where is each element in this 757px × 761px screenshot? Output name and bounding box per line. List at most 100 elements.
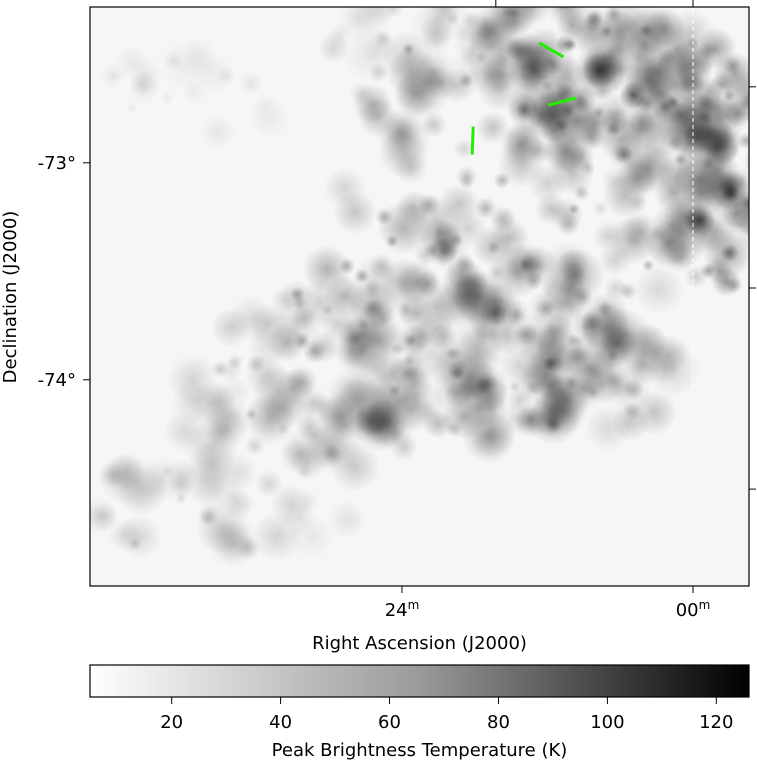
dec-tick-label: -73° — [38, 153, 76, 174]
emission-blob — [323, 167, 366, 210]
emission-blob — [550, 283, 588, 321]
emission-blob — [750, 156, 757, 192]
emission-blob — [97, 453, 148, 504]
emission-blob — [158, 37, 214, 93]
emission-blob — [368, 253, 395, 280]
emission-blob — [216, 66, 236, 85]
colorbar-tick-label: 20 — [160, 712, 183, 733]
emission-blob — [98, 62, 126, 90]
emission-blob — [174, 491, 188, 505]
emission-blob — [425, 7, 468, 30]
emission-blob — [450, 353, 495, 399]
plot-area — [0, 0, 757, 593]
colorbar: 20 40 60 80 100 120 Peak Brightness Temperatu… — [89, 664, 750, 761]
green-segment — [559, 7, 564, 9]
emission-blob — [125, 101, 139, 114]
emission-blob — [465, 13, 508, 56]
emission-blob — [711, 266, 742, 297]
emission-blob — [207, 395, 251, 439]
emission-blob — [565, 7, 614, 55]
emission-blob — [453, 138, 475, 160]
emission-blob — [254, 469, 283, 499]
emission-blob — [597, 300, 613, 316]
colorbar-gradient — [89, 664, 750, 698]
colorbar-tick-label: 40 — [269, 712, 292, 733]
emission-blob — [297, 388, 327, 418]
emission-blob — [702, 227, 749, 279]
emission-blob — [226, 353, 244, 371]
emission-blob — [650, 205, 692, 246]
emission-blob — [603, 276, 629, 301]
colorbar-tick-label: 100 — [590, 712, 624, 733]
emission-blob — [199, 113, 237, 151]
emission-blob — [248, 96, 291, 140]
emission-blob — [346, 7, 395, 35]
colorbar-ticks: 20 40 60 80 100 120 — [160, 697, 733, 733]
emission-core — [582, 52, 618, 88]
emission-blob — [645, 341, 701, 398]
emission-blob — [395, 190, 432, 226]
emission-core — [684, 204, 716, 236]
emission-blob — [328, 500, 367, 540]
colorbar-tick-label: 120 — [699, 712, 733, 733]
emission-blob — [627, 108, 656, 137]
emission-blob — [161, 464, 174, 477]
emission-blob — [583, 404, 632, 452]
emission-blob — [244, 435, 266, 457]
emission-blob — [395, 260, 439, 304]
emission-blob — [485, 325, 505, 345]
emission-blob — [354, 268, 370, 284]
ra-tick-label: 00m — [676, 598, 711, 621]
emission-blob — [622, 401, 642, 421]
emission-blob — [506, 306, 526, 326]
colorbar-tick-label: 60 — [378, 712, 401, 733]
emission-blob — [550, 197, 584, 231]
emission-blob — [586, 385, 601, 400]
emission-blob — [277, 423, 290, 436]
emission-blob — [128, 57, 164, 93]
ra-tick-label: 24m — [385, 598, 420, 621]
emission-blob — [712, 51, 749, 96]
emission-blob — [505, 242, 548, 285]
emission-blob — [592, 106, 606, 119]
emission-blob — [497, 343, 540, 386]
emission-blob — [540, 116, 569, 145]
emission-blob — [592, 200, 609, 217]
green-segment — [538, 41, 565, 59]
emission-blob — [354, 317, 403, 366]
emission-blob — [414, 242, 438, 267]
emission-blob — [90, 502, 119, 532]
emission-blob — [321, 303, 334, 317]
emission-blob — [744, 148, 749, 176]
emission-blob — [673, 136, 727, 190]
emission-blob — [362, 415, 393, 446]
emission-core — [619, 81, 647, 109]
emission-blob — [160, 91, 174, 106]
emission-blob — [247, 304, 289, 345]
emission-blob — [508, 91, 540, 124]
dec-tick-labels: -72°-73°-74° — [38, 153, 76, 391]
emission-blob — [414, 50, 455, 91]
emission-blob — [459, 174, 475, 190]
emission-blob — [686, 48, 716, 77]
emission-blob — [723, 89, 736, 102]
emission-map — [90, 7, 757, 568]
emission-blob — [737, 132, 749, 150]
emission-blob — [501, 9, 528, 35]
emission-blob — [384, 7, 404, 19]
emission-blob — [556, 83, 575, 103]
emission-blob — [303, 245, 352, 294]
emission-blob — [613, 144, 634, 165]
emission-blob — [317, 31, 350, 64]
emission-blob — [196, 501, 250, 555]
emission-blob — [627, 7, 676, 55]
red-x-markers — [0, 0, 757, 1]
emission-blob — [348, 81, 375, 107]
emission-blob — [486, 263, 506, 283]
emission-blob — [573, 184, 590, 201]
emission-blob — [606, 349, 619, 362]
x-axis-label: Right Ascension (J2000) — [312, 633, 527, 654]
emission-blob — [627, 192, 648, 214]
emission-blob — [281, 501, 317, 537]
